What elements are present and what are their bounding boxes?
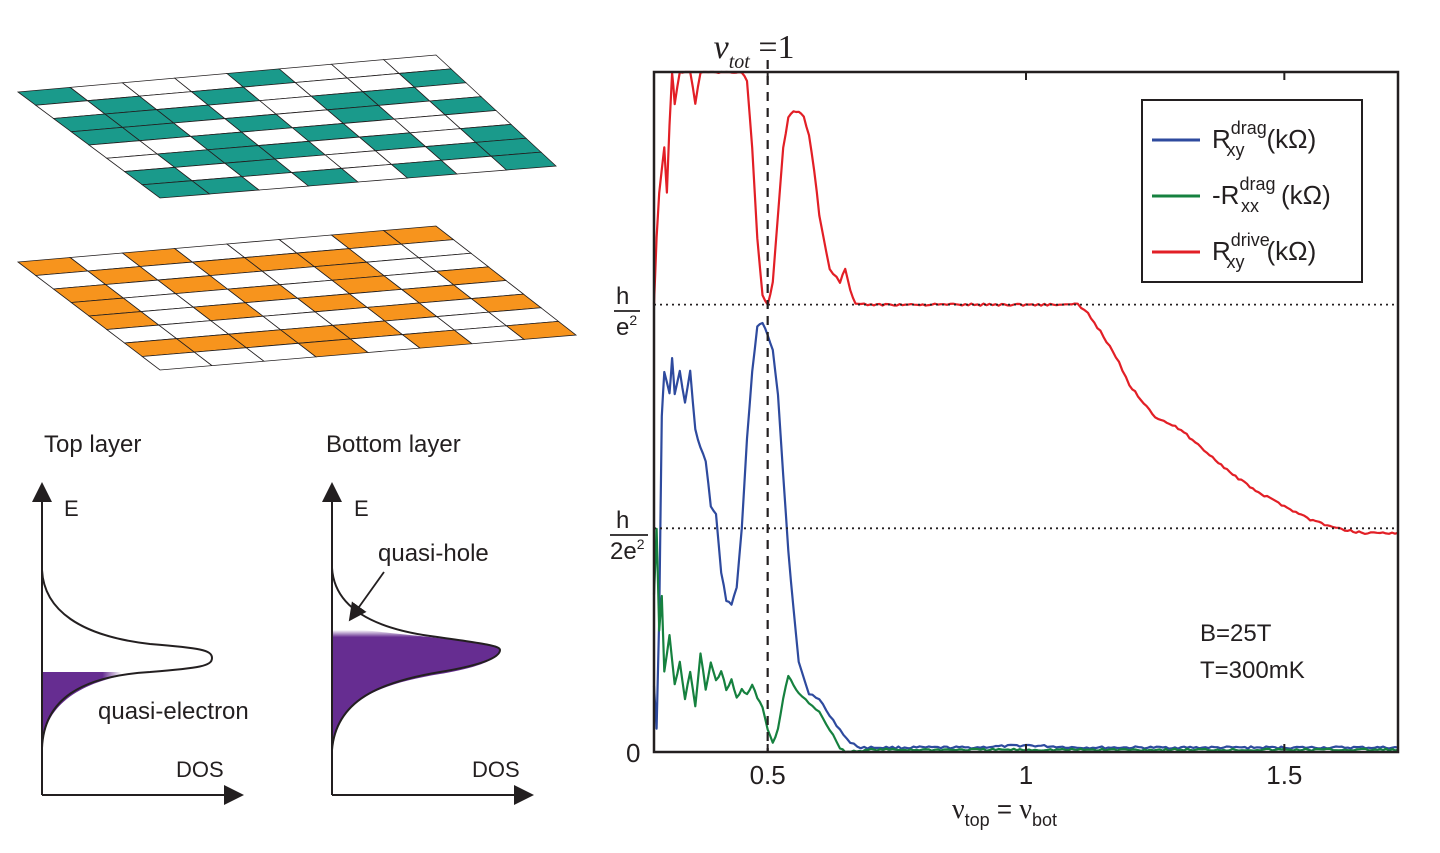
- dos-curve-bottom: [331, 567, 502, 751]
- bottom-layer-dos-diagram: E DOS quasi-hole: [322, 482, 534, 805]
- lattice-cell: [490, 151, 557, 171]
- legend-entry: -Rdrag xx (kΩ): [1212, 174, 1331, 216]
- lattice-cell: [505, 320, 578, 340]
- y-tick-label-h-over-e2: h e2: [614, 283, 640, 341]
- y-tick-label-h-over-2e2: h 2e2: [610, 507, 648, 565]
- nu-tot-annotation: νtot =1: [714, 29, 795, 73]
- top-layer-label: Top layer: [44, 431, 141, 458]
- chart-legend: Rdrag xy (kΩ) -Rdrag xx (kΩ) Rdrive xy (kΩ): [1141, 99, 1363, 283]
- svg-text:e2: e2: [616, 312, 637, 341]
- series-line-1: [652, 321, 1399, 750]
- reference-lines: [654, 60, 1398, 752]
- series-line-2: [652, 527, 1399, 754]
- svg-text:2e2: 2e2: [610, 536, 645, 565]
- legend-entry: Rdrive xy (kΩ): [1212, 230, 1316, 272]
- axis-ticks: 0.5 1 1.5: [750, 72, 1302, 790]
- top-layer-dos-diagram: E DOS quasi-electron: [32, 482, 249, 805]
- x-tick-label: 0.5: [750, 760, 786, 790]
- x-tick-label: 1: [1019, 760, 1033, 790]
- quasi-hole-arrow: [348, 571, 385, 622]
- series-layer: [652, 70, 1399, 754]
- series-line-3: [652, 70, 1399, 535]
- dos-label-top: DOS: [176, 757, 224, 782]
- bottom-layer-label: Bottom layer: [326, 431, 461, 458]
- x-tick-label: 1.5: [1266, 760, 1302, 790]
- dos-curve-top: [41, 569, 214, 749]
- svg-text:h: h: [616, 507, 629, 534]
- bottom-layer-lattice: [16, 225, 578, 371]
- condition-temperature: T=300mK: [1200, 657, 1305, 684]
- quasi-electron-fill: [42, 672, 152, 748]
- dos-label-bottom: DOS: [472, 757, 520, 782]
- quasi-hole-fill: [332, 630, 501, 750]
- quasi-electron-label: quasi-electron: [98, 698, 249, 725]
- top-layer-lattice: [16, 54, 557, 199]
- energy-label-bottom: E: [354, 496, 369, 521]
- transport-chart: 0.5 1 1.5 νtot =1 νtop = νbot h e2 h 2e2 0…: [610, 29, 1400, 830]
- y-tick-label-zero: 0: [626, 738, 640, 768]
- legend-entry: Rdrag xy (kΩ): [1212, 118, 1316, 160]
- x-axis-label: νtop = νbot: [952, 794, 1057, 830]
- svg-text:h: h: [616, 283, 629, 310]
- condition-field: B=25T: [1200, 620, 1272, 647]
- quasi-hole-label: quasi-hole: [378, 540, 489, 567]
- energy-label-top: E: [64, 496, 79, 521]
